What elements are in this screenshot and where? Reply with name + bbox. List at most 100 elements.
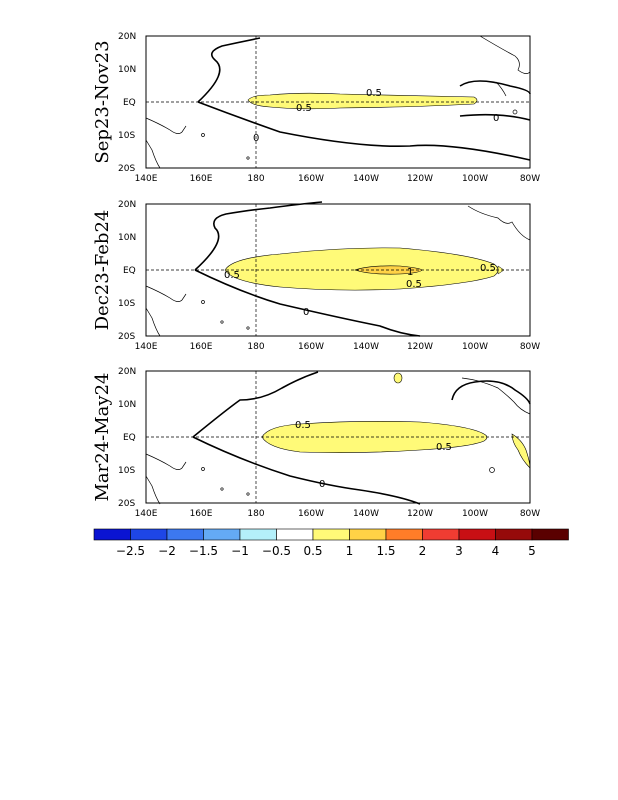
colorbar-swatch bbox=[93, 528, 131, 541]
panel-3-lat-ticks: 20N 10N EQ 10S 20S bbox=[118, 367, 136, 509]
colorbar-label: −2 bbox=[158, 544, 176, 558]
svg-text:140E: 140E bbox=[135, 342, 158, 352]
panel-2-contour-label-e: 0 bbox=[303, 307, 309, 318]
panel-1-contour-label-c: 0 bbox=[253, 133, 259, 144]
svg-text:10N: 10N bbox=[118, 233, 136, 243]
svg-text:120W: 120W bbox=[407, 174, 433, 184]
svg-text:140W: 140W bbox=[353, 509, 379, 519]
panel-2-contour-label-c: 1 bbox=[407, 267, 413, 278]
svg-text:160E: 160E bbox=[190, 509, 213, 519]
svg-text:100W: 100W bbox=[462, 509, 488, 519]
svg-text:80W: 80W bbox=[520, 174, 540, 184]
svg-text:160W: 160W bbox=[298, 342, 324, 352]
svg-text:20S: 20S bbox=[118, 164, 135, 174]
svg-text:140W: 140W bbox=[353, 342, 379, 352]
panel-3: Mar24-May24 0.5 0.5 0 20N bbox=[92, 367, 540, 519]
colorbar-swatch bbox=[203, 528, 241, 541]
panel-1-contour-label-b: 0.5 bbox=[296, 103, 312, 114]
svg-text:180: 180 bbox=[247, 174, 264, 184]
colorbar-label: 5 bbox=[528, 544, 536, 558]
panel-1-frame bbox=[145, 35, 531, 169]
panel-2-contour-label-b: 0.5 bbox=[480, 263, 496, 274]
panel-1-label: Sep23-Nov23 bbox=[92, 40, 113, 163]
panel-3-lon-ticks: 140E 160E 180 160W 140W 120W 100W 80W bbox=[135, 509, 541, 519]
panel-2-zero-contour bbox=[194, 201, 421, 337]
colorbar-swatch bbox=[166, 528, 204, 541]
svg-text:80W: 80W bbox=[520, 509, 540, 519]
svg-text:10N: 10N bbox=[118, 65, 136, 75]
panel-2-coastlines bbox=[145, 205, 531, 337]
panel-2-contour-label-a: 0.5 bbox=[224, 270, 240, 281]
svg-text:20N: 20N bbox=[118, 200, 136, 210]
panel-2-contour-label-d: 0.5 bbox=[406, 279, 422, 290]
panel-2-lat-ticks: 20N 10N EQ 10S 20S bbox=[118, 200, 136, 342]
colorbar-label: 0.5 bbox=[303, 544, 322, 558]
svg-text:20S: 20S bbox=[118, 332, 135, 342]
panel-1-lat-ticks: 20N 10N EQ 10S 20S bbox=[118, 32, 136, 174]
svg-text:100W: 100W bbox=[462, 342, 488, 352]
panel-2-lon-ticks: 140E 160E 180 160W 140W 120W 100W 80W bbox=[135, 342, 541, 352]
svg-text:EQ: EQ bbox=[123, 98, 136, 108]
panel-2-anomaly-fill bbox=[224, 247, 505, 291]
colorbar-label: 1 bbox=[346, 544, 354, 558]
colorbar-label: −1.5 bbox=[189, 544, 218, 558]
svg-text:140W: 140W bbox=[353, 174, 379, 184]
svg-text:100W: 100W bbox=[462, 174, 488, 184]
svg-text:80W: 80W bbox=[520, 342, 540, 352]
panel-2-label: Dec23-Feb24 bbox=[92, 210, 113, 331]
svg-text:10S: 10S bbox=[118, 131, 135, 141]
svg-text:140E: 140E bbox=[135, 509, 158, 519]
svg-text:EQ: EQ bbox=[123, 433, 136, 443]
panel-3-frame bbox=[145, 370, 531, 504]
svg-text:10S: 10S bbox=[118, 299, 135, 309]
panel-1-coastlines bbox=[145, 35, 531, 169]
colorbar-label: 2 bbox=[419, 544, 427, 558]
panel-1: Sep23-Nov23 0.5 0.5 0 0 20N bbox=[92, 32, 540, 184]
svg-text:120W: 120W bbox=[407, 342, 433, 352]
colorbar-swatch bbox=[349, 528, 387, 541]
colorbar-swatch bbox=[312, 528, 350, 541]
svg-text:20N: 20N bbox=[118, 32, 136, 42]
colorbar-swatch bbox=[276, 528, 314, 541]
svg-text:160W: 160W bbox=[298, 174, 324, 184]
svg-text:180: 180 bbox=[247, 342, 264, 352]
svg-text:160W: 160W bbox=[298, 509, 324, 519]
panel-1-anomaly-fill bbox=[247, 92, 478, 110]
svg-text:20S: 20S bbox=[118, 499, 135, 509]
svg-text:10N: 10N bbox=[118, 400, 136, 410]
panel-1-contour-label-d: 0 bbox=[493, 113, 499, 124]
panel-2-frame bbox=[145, 203, 531, 337]
svg-text:140E: 140E bbox=[135, 174, 158, 184]
panel-1-lon-ticks: 140E 160E 180 160W 140W 120W 100W 80W bbox=[135, 174, 541, 184]
colorbar: −2.5 −2 −1.5 −1 −0.5 0.5 1 1.5 2 3 4 5 bbox=[93, 528, 569, 558]
svg-text:120W: 120W bbox=[407, 509, 433, 519]
colorbar-swatch bbox=[385, 528, 423, 541]
svg-text:10S: 10S bbox=[118, 466, 135, 476]
svg-text:20N: 20N bbox=[118, 367, 136, 377]
colorbar-label: 4 bbox=[492, 544, 500, 558]
panel-3-anomaly-fill bbox=[261, 372, 531, 469]
colorbar-label: 1.5 bbox=[376, 544, 395, 558]
panel-3-contour-label-b: 0.5 bbox=[436, 442, 452, 453]
colorbar-label: 3 bbox=[455, 544, 463, 558]
svg-text:160E: 160E bbox=[190, 174, 213, 184]
panel-1-contour-label-a: 0.5 bbox=[366, 88, 382, 99]
colorbar-label: −0.5 bbox=[262, 544, 291, 558]
svg-text:180: 180 bbox=[247, 509, 264, 519]
panel-3-zero-contour bbox=[192, 371, 531, 505]
svg-text:160E: 160E bbox=[190, 342, 213, 352]
colorbar-swatch bbox=[495, 528, 533, 541]
panel-3-contour-label-c: 0 bbox=[319, 479, 325, 490]
colorbar-swatch bbox=[422, 528, 460, 541]
colorbar-swatch bbox=[130, 528, 168, 541]
colorbar-swatch bbox=[239, 528, 277, 541]
colorbar-swatch bbox=[458, 528, 496, 541]
colorbar-swatch bbox=[531, 528, 569, 541]
panel-3-contour-label-a: 0.5 bbox=[295, 420, 311, 431]
panel-3-label: Mar24-May24 bbox=[92, 373, 113, 502]
svg-text:EQ: EQ bbox=[123, 266, 136, 276]
colorbar-label: −1 bbox=[231, 544, 249, 558]
panel-2: Dec23-Feb24 0.5 0.5 1 0.5 0 20N bbox=[92, 200, 540, 352]
colorbar-label: −2.5 bbox=[116, 544, 145, 558]
